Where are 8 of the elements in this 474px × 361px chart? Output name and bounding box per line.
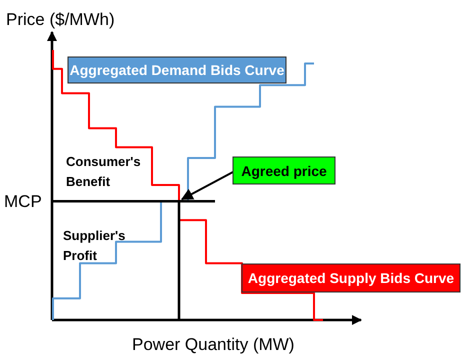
- series-label: Aggregated Supply Bids Curve: [248, 270, 454, 286]
- y-axis-title: Price ($/MWh): [6, 10, 115, 29]
- series-label: Aggregated Demand Bids Curve: [70, 62, 285, 78]
- annotation: Consumer's Benefit: [66, 154, 141, 189]
- annotation: Supplier's Profit: [63, 228, 126, 263]
- x-axis-title: Power Quantity (MW): [132, 335, 294, 354]
- ref-line-label: MCP: [4, 192, 42, 212]
- annotation: Agreed price: [241, 163, 328, 179]
